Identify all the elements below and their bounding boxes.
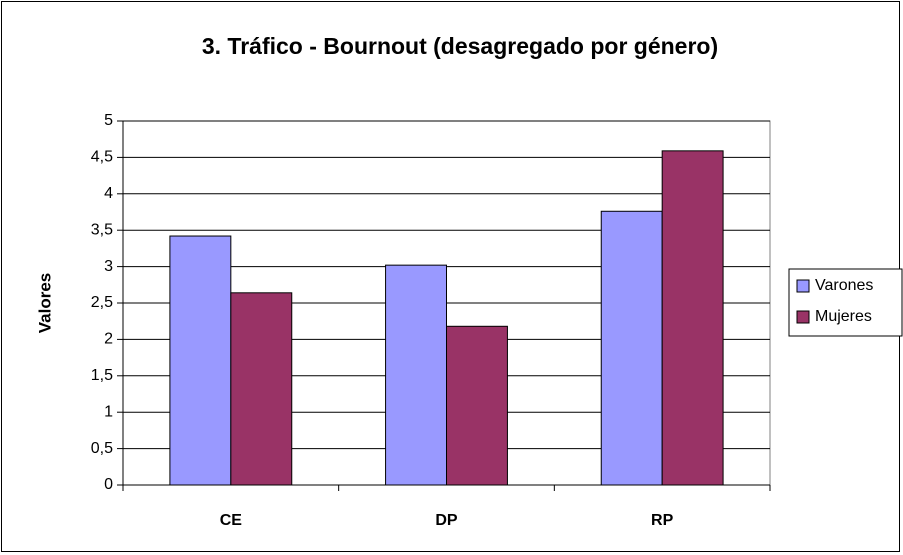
bar	[385, 264, 447, 486]
y-tick-label: 4	[104, 185, 113, 202]
x-tick-label: CE	[220, 512, 243, 529]
y-tick-label: 2	[104, 331, 113, 348]
y-axis-title: Valores	[35, 273, 54, 334]
y-tick-label: 1	[104, 403, 113, 420]
bar	[446, 325, 508, 486]
y-tick-label: 0,5	[91, 440, 113, 457]
bar	[169, 235, 232, 486]
bar	[600, 210, 663, 486]
bar	[661, 150, 724, 486]
y-tick-label: 4,5	[91, 149, 113, 166]
legend-swatch	[796, 310, 810, 324]
x-tick-label: DP	[435, 512, 458, 529]
y-tick-label: 2,5	[91, 294, 113, 311]
legend-label: Varones	[815, 277, 873, 294]
legend-label: Mujeres	[815, 308, 872, 325]
chart-title: 3. Tráfico - Bournout (desagregado por g…	[202, 33, 718, 59]
bar	[230, 292, 293, 486]
x-tick-label: RP	[651, 512, 674, 529]
y-tick-label: 0	[104, 476, 113, 493]
y-tick-label: 1,5	[91, 367, 113, 384]
y-tick-label: 3	[104, 258, 113, 275]
y-tick-label: 3,5	[91, 221, 113, 238]
legend-swatch	[796, 279, 810, 293]
y-tick-label: 5	[104, 112, 113, 129]
